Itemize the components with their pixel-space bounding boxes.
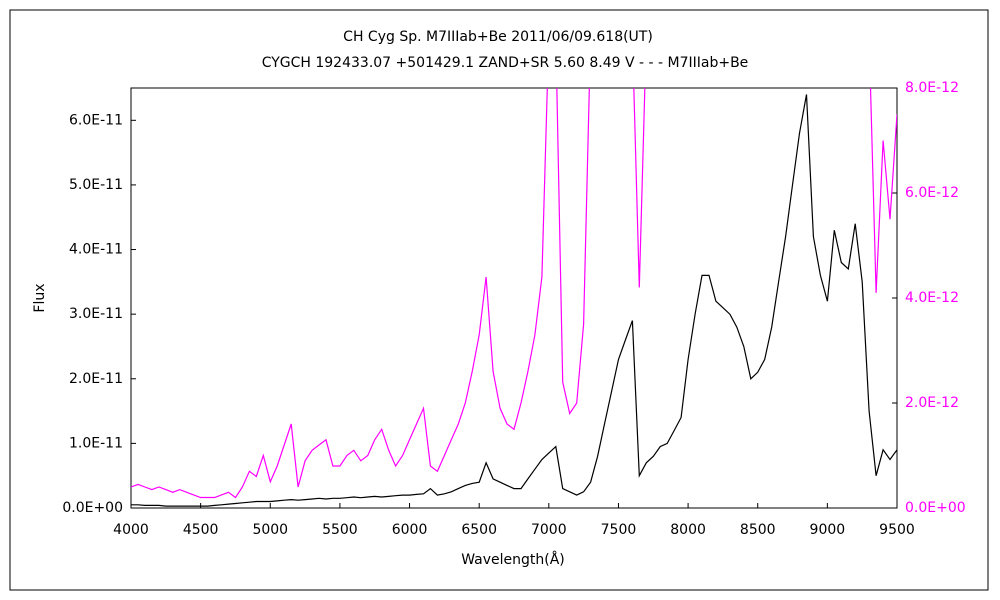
y-tick-label: 6.0E-11 [69,112,123,128]
y2-tick-label: 8.0E-12 [905,80,959,96]
y-tick-label: 1.0E-11 [69,435,123,451]
x-tick-label: 8000 [670,522,706,538]
spectrum-line [131,94,897,507]
y-tick-label: 4.0E-11 [69,242,123,258]
y-tick-label: 0.0E+00 [62,500,123,516]
y2-tick-label: 6.0E-12 [905,185,959,201]
x-tick-label: 4000 [113,522,149,538]
spectrum-line [131,88,897,499]
chart-subtitle: CYGCH 192433.07 +501429.1 ZAND+SR 5.60 8… [262,55,749,71]
y-axis-label: Flux [32,283,48,312]
y2-tick-label: 4.0E-12 [905,290,959,306]
y-tick-label: 3.0E-11 [69,306,123,322]
x-tick-label: 5500 [322,522,358,538]
x-axis-label: Wavelength(Å) [461,551,565,568]
y2-tick-label: 0.0E+00 [905,500,966,516]
chart-title: CH Cyg Sp. M7IIIab+Be 2011/06/09.618(UT) [343,29,653,45]
x-tick-label: 9000 [810,522,846,538]
y2-tick-label: 2.0E-12 [905,395,959,411]
outer-border [9,9,989,591]
y-tick-label: 2.0E-11 [69,371,123,387]
plot-frame [130,87,898,509]
y-tick-label: 5.0E-11 [69,177,123,193]
x-tick-label: 8500 [740,522,776,538]
x-tick-label: 6000 [392,522,428,538]
x-tick-label: 4500 [183,522,219,538]
x-tick-label: 7500 [601,522,637,538]
x-tick-label: 5000 [252,522,288,538]
x-tick-label: 6500 [461,522,497,538]
x-tick-label: 7000 [531,522,567,538]
x-tick-label: 9500 [879,522,915,538]
